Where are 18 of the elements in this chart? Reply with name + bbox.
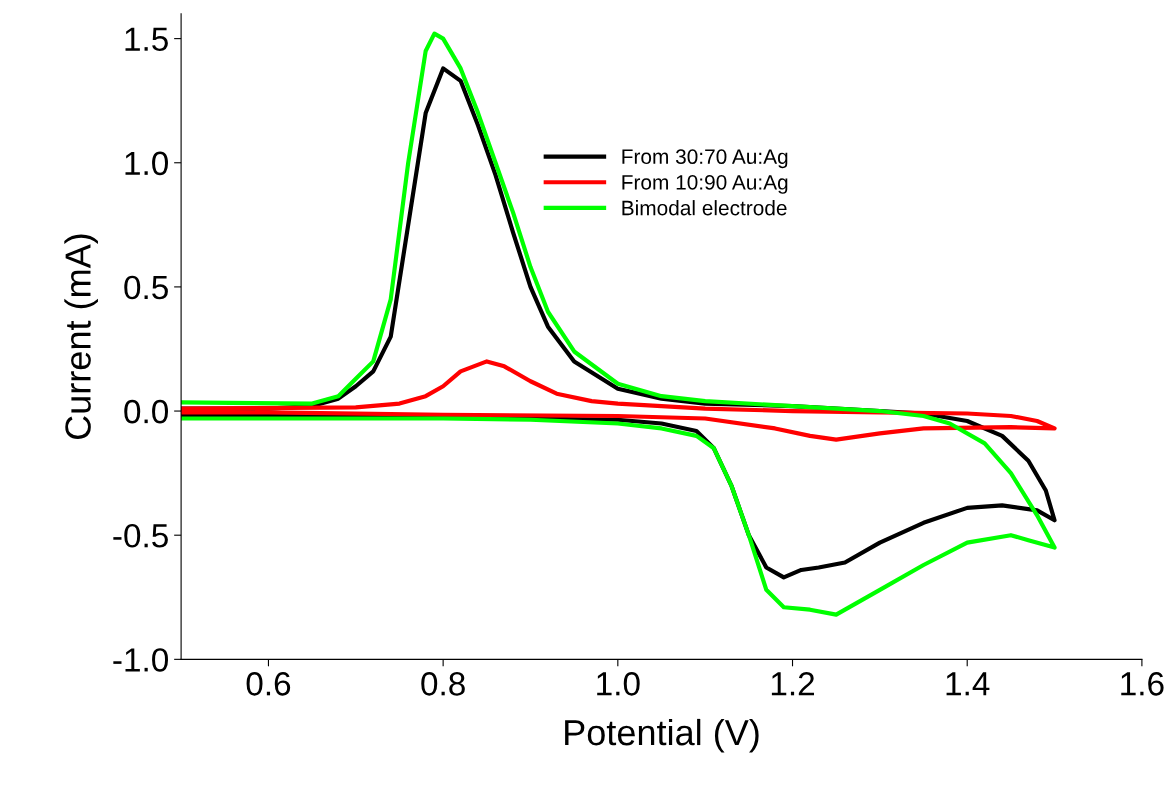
x-tick-label: 1.4 [946,672,990,696]
x-tick-label: 1.2 [771,672,815,696]
legend-label: Bimodal electrode [622,200,787,216]
y-axis-title: Current (mA) [64,234,98,440]
y-tick-label: -1.0 [113,648,168,672]
x-axis-title: Potential (V) [565,718,759,753]
x-tick-label: 1.0 [597,672,640,696]
legend-label: From 10:90 Au:Ag [622,174,788,194]
legend-label: From 30:70 Au:Ag [622,149,788,169]
y-tick-label: 1.5 [125,27,168,52]
x-tick-label: 0.8 [421,672,465,696]
line-series [181,359,1057,442]
x-tick-label: 0.6 [246,672,291,696]
y-tick-label: 0.5 [124,275,168,300]
y-tick-label: -0.5 [113,524,168,548]
x-tick-label: 1.6 [1121,672,1164,696]
y-tick-label: 0.0 [124,399,168,424]
y-tick-label: 1.0 [125,151,168,176]
